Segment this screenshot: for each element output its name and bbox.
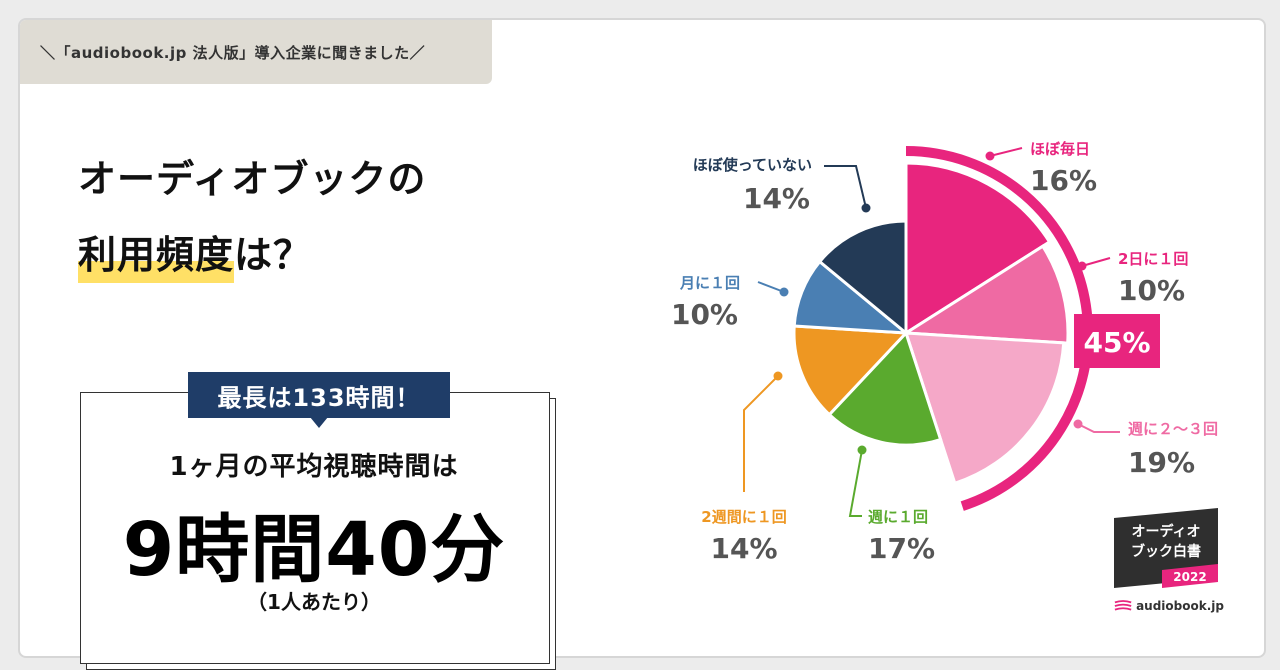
headline-line-1: オーディオブックの (78, 157, 427, 201)
pie-slice (904, 161, 1052, 336)
value-label: 19% (1128, 446, 1195, 479)
report-logo-icon (1114, 508, 1218, 588)
logo-year: 2022 (1173, 570, 1207, 584)
book-icon (1114, 600, 1132, 611)
leader-line (757, 281, 785, 293)
leader-dot (861, 203, 871, 213)
stat-badge: 最長は133時間！ (188, 372, 450, 418)
stat-badge-text: 最長は133時間！ (217, 383, 421, 412)
leader-dot (1077, 261, 1087, 271)
leader-line (743, 375, 779, 492)
pie-slice (901, 244, 1070, 345)
survey-header-tab: ＼「audiobook.jp 法人版」導入企業に聞きました／ (20, 20, 492, 84)
category-label: 週に１回 (868, 508, 928, 526)
group-label: 45% (1083, 326, 1150, 359)
value-label: 14% (743, 182, 810, 215)
logo-line-1: オーディオ (1131, 524, 1201, 540)
stat-box (80, 392, 550, 664)
category-label: 2日に１回 (1118, 250, 1188, 268)
leader-dot (1073, 419, 1083, 429)
stat-value: 9時間40分 (122, 507, 506, 593)
pie-slice (827, 330, 943, 447)
stat-label: 1ヶ月の平均視聴時間は (169, 452, 459, 482)
leader-dot (985, 151, 995, 161)
pie-slice (817, 219, 908, 337)
headline-rest: は？ (234, 233, 313, 277)
value-label: 10% (1118, 274, 1185, 307)
leader-line (1081, 257, 1111, 267)
leader-line (848, 449, 863, 517)
leader-line (989, 147, 1023, 157)
category-label: ほぼ毎日 (1030, 140, 1090, 158)
category-label: 2週間に１回 (701, 508, 786, 526)
leader-dot (773, 371, 783, 381)
logo-line-2: ブック白書 (1131, 544, 1201, 560)
value-label: 14% (710, 532, 777, 565)
headline-highlight: 利用頻度 (78, 224, 235, 283)
category-label: 月に１回 (679, 274, 740, 292)
pie-slice (792, 324, 910, 417)
group-label-box (1074, 314, 1160, 368)
report-logo-text: オーディオ ブック白書 2022 (1114, 508, 1218, 590)
leader-line (824, 165, 867, 209)
value-label: 10% (671, 298, 738, 331)
leader-dot (857, 445, 867, 455)
headline-line-2: 利用頻度は？ (78, 224, 313, 283)
survey-header-text: ＼「audiobook.jp 法人版」導入企業に聞きました／ (40, 43, 426, 62)
leader-line (1077, 423, 1120, 433)
pie-slice (903, 331, 1066, 486)
stat-note: （1人あたり） (247, 590, 381, 614)
category-label: 週に２〜３回 (1128, 420, 1218, 438)
group-arc (905, 146, 1093, 511)
brand-name: audiobook.jp (1136, 599, 1224, 613)
category-label: ほぼ使っていない (693, 156, 812, 174)
headline-highlight-text: 利用頻度 (78, 233, 235, 277)
value-label: 16% (1030, 164, 1097, 197)
brand: audiobook.jp (1114, 596, 1224, 616)
value-label: 17% (868, 532, 935, 565)
leader-dot (779, 287, 789, 297)
